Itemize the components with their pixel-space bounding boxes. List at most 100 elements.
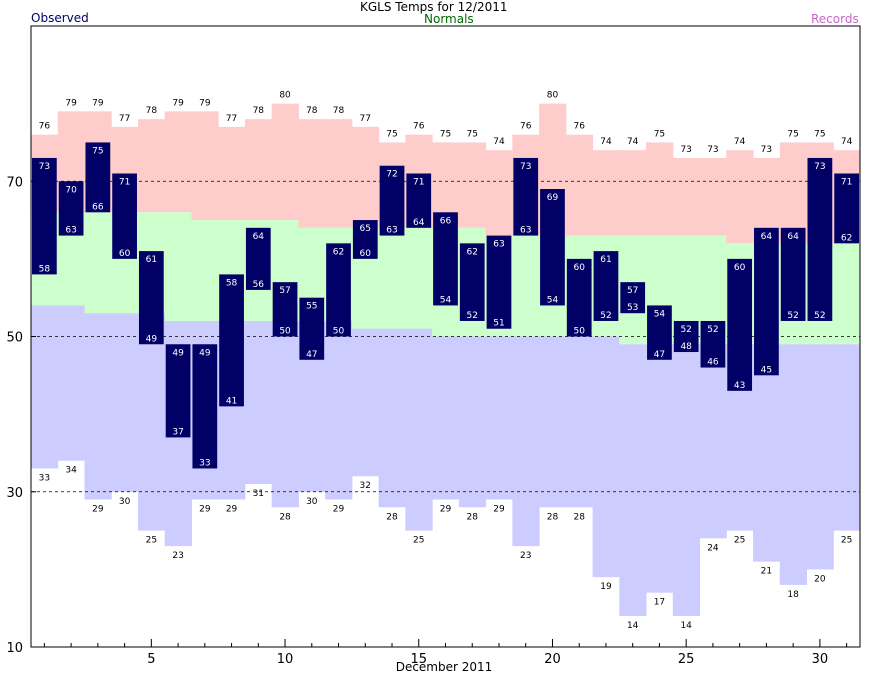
observed-low-label: 37	[172, 427, 183, 437]
record-high-label: 75	[386, 129, 397, 139]
observed-low-label: 53	[627, 303, 638, 313]
record-low-label: 24	[707, 543, 719, 553]
observed-high-label: 69	[547, 193, 559, 203]
record-high-band	[191, 111, 219, 221]
record-low-label: 28	[279, 512, 291, 522]
record-high-label: 75	[787, 129, 798, 139]
observed-low-label: 54	[440, 295, 452, 305]
observed-low-label: 52	[467, 311, 478, 321]
observed-bar	[673, 320, 699, 353]
observed-high-label: 52	[707, 325, 718, 335]
observed-high-label: 62	[333, 247, 344, 257]
record-high-label: 73	[680, 145, 691, 155]
observed-bar	[112, 173, 137, 259]
record-low-label: 28	[547, 512, 559, 522]
observed-low-label: 45	[761, 365, 772, 375]
record-low-label: 25	[146, 536, 157, 546]
observed-high-label: 57	[627, 286, 638, 296]
record-low-label: 23	[520, 551, 531, 561]
record-high-label: 74	[734, 137, 746, 147]
observed-low-label: 60	[360, 249, 372, 259]
record-low-label: 25	[734, 536, 745, 546]
observed-bar	[245, 227, 271, 290]
record-high-band	[351, 126, 380, 228]
x-tick-label: 30	[812, 652, 829, 667]
observed-high-label: 64	[253, 232, 265, 242]
axes: 10 30 50 70 5 10 15 20 25 30	[6, 25, 861, 667]
record-high-band	[298, 119, 326, 228]
record-low-band	[753, 344, 781, 562]
record-high-band	[218, 126, 246, 221]
observed-low-label: 52	[814, 311, 825, 321]
observed-bar	[513, 157, 539, 236]
record-low-label: 31	[253, 489, 264, 499]
record-low-label: 21	[761, 567, 772, 577]
record-low-label: 20	[814, 574, 826, 584]
record-high-label: 80	[279, 91, 291, 101]
record-high-band	[672, 157, 701, 236]
record-low-band	[779, 344, 808, 585]
record-high-label: 79	[92, 98, 104, 108]
observed-low-label: 33	[199, 458, 210, 468]
record-low-label: 25	[413, 536, 424, 546]
record-low-label: 28	[467, 512, 479, 522]
record-low-band	[244, 320, 273, 484]
record-low-band	[378, 328, 406, 508]
observed-high-label: 71	[413, 177, 424, 187]
observed-bar	[540, 189, 565, 306]
record-high-label: 74	[841, 137, 853, 147]
record-low-band	[592, 336, 620, 578]
observed-low-label: 52	[600, 311, 611, 321]
record-high-label: 76	[573, 122, 585, 132]
record-high-label: 78	[333, 106, 345, 116]
record-low-label: 23	[172, 551, 183, 561]
record-low-label: 25	[841, 536, 852, 546]
record-high-label: 79	[172, 98, 184, 108]
observed-bar	[807, 157, 833, 321]
chart-title: KGLS Temps for 12/2011	[360, 0, 508, 14]
normal-band	[512, 235, 540, 337]
observed-low-label: 47	[306, 350, 317, 360]
x-tick-label: 20	[544, 652, 561, 667]
observed-low-label: 60	[119, 249, 131, 259]
observed-bar	[85, 142, 111, 213]
record-low-band	[271, 320, 299, 508]
record-high-label: 76	[520, 122, 532, 132]
record-low-band	[512, 336, 540, 547]
record-high-label: 79	[199, 98, 211, 108]
data-labels: 76 33 73 58 79 34 70 63 79 29 75 66 77 30 71 60 78 25 61 49…	[39, 91, 853, 631]
observed-bar	[138, 251, 164, 345]
observed-low-label: 50	[573, 327, 585, 337]
record-high-band	[458, 142, 487, 228]
record-low-band	[806, 344, 834, 570]
x-tick-label: 10	[277, 652, 294, 667]
record-high-band	[485, 150, 513, 236]
record-high-band	[164, 111, 192, 213]
normal-band	[84, 212, 112, 314]
observed-high-label: 65	[360, 224, 371, 234]
x-axis-label: December 2011	[396, 660, 493, 674]
record-low-label: 29	[199, 505, 211, 515]
observed-bar	[754, 227, 779, 376]
observed-high-label: 57	[279, 286, 290, 296]
observed-bar	[566, 258, 592, 337]
observed-high-label: 71	[841, 177, 852, 187]
record-low-band	[699, 344, 727, 539]
observed-bar	[299, 297, 325, 360]
record-high-label: 73	[761, 145, 772, 155]
observed-high-label: 73	[520, 162, 531, 172]
record-low-label: 28	[573, 512, 585, 522]
record-low-band	[137, 313, 166, 531]
observed-low-label: 41	[226, 396, 237, 406]
record-low-label: 30	[306, 497, 318, 507]
x-tick-label: 25	[678, 652, 695, 667]
observed-high-label: 71	[119, 177, 130, 187]
normal-band	[191, 220, 219, 321]
normal-band	[378, 227, 406, 329]
record-low-band	[539, 336, 567, 508]
observed-high-label: 49	[172, 348, 184, 358]
observed-bar	[406, 173, 432, 228]
record-high-band	[646, 142, 674, 236]
observed-high-label: 60	[573, 263, 585, 273]
